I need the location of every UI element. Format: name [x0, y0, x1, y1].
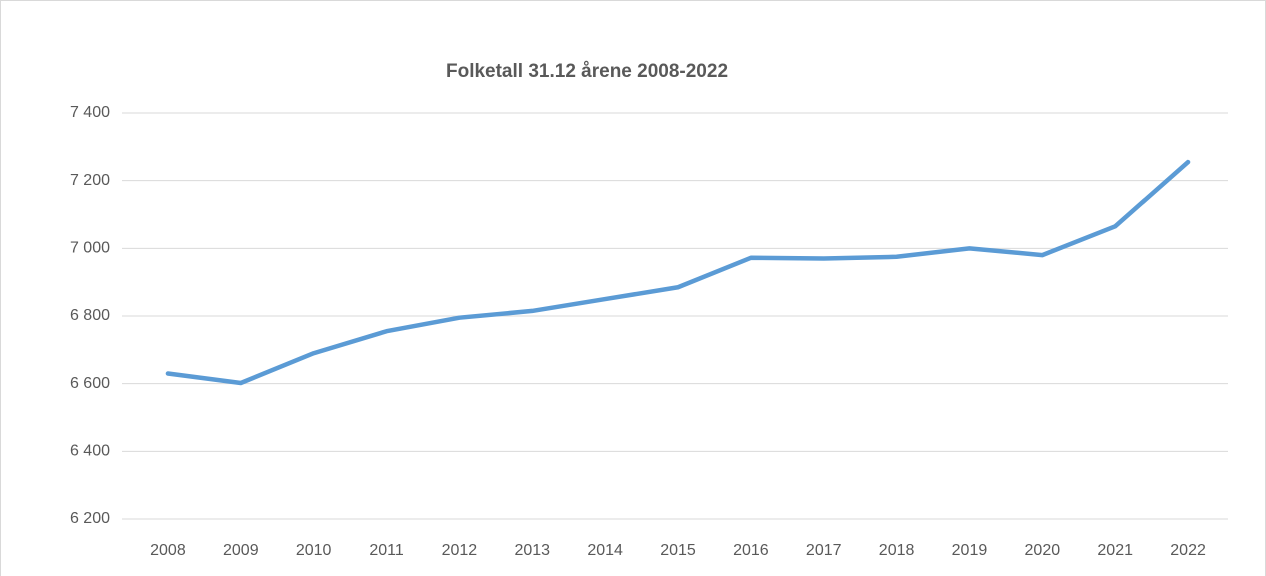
y-tick-label: 6 600 — [70, 375, 110, 392]
x-tick-label: 2018 — [879, 542, 915, 559]
x-tick-label: 2021 — [1097, 542, 1133, 559]
x-tick-label: 2022 — [1170, 542, 1206, 559]
y-tick-label: 6 800 — [70, 307, 110, 324]
y-tick-label: 7 200 — [70, 172, 110, 189]
x-tick-label: 2016 — [733, 542, 769, 559]
x-tick-label: 2020 — [1025, 542, 1061, 559]
x-tick-label: 2014 — [587, 542, 623, 559]
chart-title: Folketall 31.12 årene 2008-2022 — [446, 61, 728, 82]
x-tick-label: 2015 — [660, 542, 696, 559]
x-tick-label: 2008 — [150, 542, 186, 559]
x-tick-label: 2013 — [514, 542, 550, 559]
x-tick-label: 2010 — [296, 542, 332, 559]
x-tick-label: 2009 — [223, 542, 259, 559]
x-tick-label: 2017 — [806, 542, 842, 559]
x-tick-label: 2019 — [952, 542, 988, 559]
x-tick-label: 2011 — [369, 542, 404, 559]
y-tick-label: 6 200 — [70, 510, 110, 527]
y-tick-label: 6 400 — [70, 443, 110, 460]
y-tick-label: 7 400 — [70, 104, 110, 121]
line-series — [165, 159, 1191, 386]
x-tick-label: 2012 — [442, 542, 478, 559]
y-tick-label: 7 000 — [70, 240, 110, 257]
